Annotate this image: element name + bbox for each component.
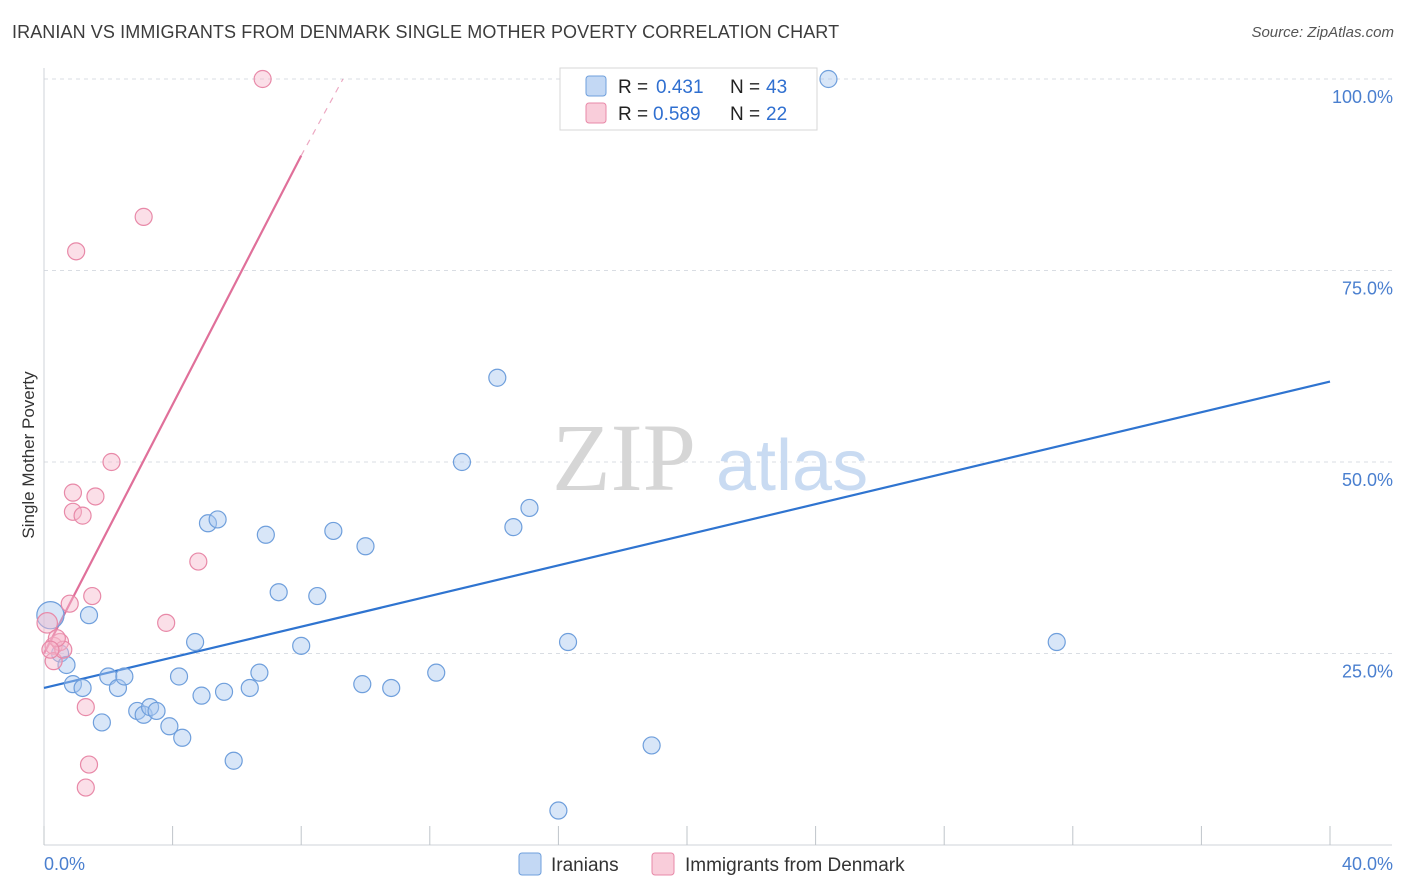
point-denmark xyxy=(134,207,153,226)
watermark-atlas: atlas xyxy=(716,426,868,506)
point-denmark xyxy=(157,613,176,632)
point-denmark xyxy=(67,242,86,261)
series-swatch-iranians xyxy=(518,852,542,876)
point-denmark xyxy=(47,629,66,648)
point-denmark xyxy=(36,612,59,634)
x-tick-label: 0.0% xyxy=(44,854,85,874)
legend-n-value: 22 xyxy=(766,104,787,125)
point-iranians xyxy=(819,69,838,89)
legend: R = 0.431 N = 43 R = 0.589 N = 22 xyxy=(559,67,818,131)
point-iranians xyxy=(256,525,275,544)
point-iranians xyxy=(269,583,288,602)
point-iranians xyxy=(1047,632,1066,652)
point-iranians xyxy=(173,728,192,747)
x-tick-label: 40.0% xyxy=(1342,854,1393,874)
point-denmark xyxy=(54,640,73,659)
watermark-zip: ZIP xyxy=(552,404,696,511)
series-swatch-denmark xyxy=(651,852,675,876)
point-iranians xyxy=(147,701,166,721)
point-denmark xyxy=(63,502,83,521)
point-iranians xyxy=(160,717,179,736)
point-iranians xyxy=(504,518,523,537)
point-iranians xyxy=(169,667,189,686)
point-denmark xyxy=(76,778,95,797)
point-denmark xyxy=(41,640,60,659)
point-iranians xyxy=(356,537,375,556)
grid-lines xyxy=(44,78,1392,654)
point-denmark xyxy=(63,483,83,502)
series-name-iranians: Iranians xyxy=(551,855,619,876)
legend-r-value: 0.589 xyxy=(653,104,701,125)
point-iranians xyxy=(192,686,211,705)
point-iranians xyxy=(292,636,311,655)
point-iranians xyxy=(452,452,472,472)
point-iranians xyxy=(115,667,134,686)
point-denmark xyxy=(73,506,92,525)
point-iranians xyxy=(63,675,83,694)
point-denmark xyxy=(102,452,121,472)
y-tick-label: 25.0% xyxy=(1342,662,1393,682)
legend-n-label: N = xyxy=(730,77,760,98)
point-iranians xyxy=(520,498,539,518)
point-denmark xyxy=(83,586,102,606)
legend-n-label: N = xyxy=(730,104,760,125)
point-iranians xyxy=(208,510,227,529)
point-denmark xyxy=(76,698,95,717)
data-points xyxy=(36,69,1066,820)
point-iranians xyxy=(224,751,243,770)
legend-r-label: R = xyxy=(618,104,648,125)
point-iranians xyxy=(382,678,401,698)
x-tick-labels: 0.0% 40.0% xyxy=(44,854,1393,874)
point-iranians xyxy=(250,663,269,682)
point-iranians xyxy=(642,736,661,755)
series-legend: Iranians Immigrants from Denmark xyxy=(518,852,905,876)
chart-source: Source: ZipAtlas.com xyxy=(1251,24,1394,41)
trend-line-denmark xyxy=(43,155,303,655)
point-iranians xyxy=(324,521,343,541)
point-denmark xyxy=(60,594,79,613)
point-iranians xyxy=(73,678,92,698)
point-iranians xyxy=(353,675,372,694)
trend-line-iranians xyxy=(43,380,1331,690)
point-denmark xyxy=(79,755,99,774)
y-tick-label: 100.0% xyxy=(1332,87,1393,107)
legend-r-label: R = xyxy=(618,77,648,98)
point-iranians xyxy=(79,606,99,625)
point-iranians xyxy=(214,682,234,701)
y-tick-labels: 25.0% 50.0% 75.0% 100.0% xyxy=(1332,87,1393,682)
y-axis-label: Single Mother Poverty xyxy=(19,371,38,539)
trend-line-denmark-extension xyxy=(300,78,344,156)
point-iranians xyxy=(558,632,578,652)
point-iranians xyxy=(427,663,446,682)
legend-swatch-denmark xyxy=(585,102,607,124)
y-tick-label: 75.0% xyxy=(1342,279,1393,299)
legend-swatch-iranians xyxy=(585,75,607,97)
legend-n-value: 43 xyxy=(766,77,787,98)
point-iranians xyxy=(108,678,128,698)
y-tick-label: 50.0% xyxy=(1342,470,1393,490)
point-iranians xyxy=(198,514,218,533)
point-denmark xyxy=(253,69,272,89)
point-iranians xyxy=(488,368,507,387)
point-iranians xyxy=(240,678,259,698)
point-denmark xyxy=(86,487,105,506)
point-iranians xyxy=(186,632,205,652)
trend-lines xyxy=(43,78,1331,690)
point-iranians xyxy=(92,713,111,732)
point-iranians xyxy=(549,801,568,820)
legend-r-value: 0.431 xyxy=(656,77,704,98)
watermark: ZIP atlas xyxy=(552,404,868,511)
point-denmark xyxy=(189,552,208,571)
chart-title: IRANIAN VS IMMIGRANTS FROM DENMARK SINGL… xyxy=(12,22,840,42)
axes xyxy=(43,68,1392,846)
series-name-denmark: Immigrants from Denmark xyxy=(685,855,905,876)
point-iranians xyxy=(308,586,327,606)
